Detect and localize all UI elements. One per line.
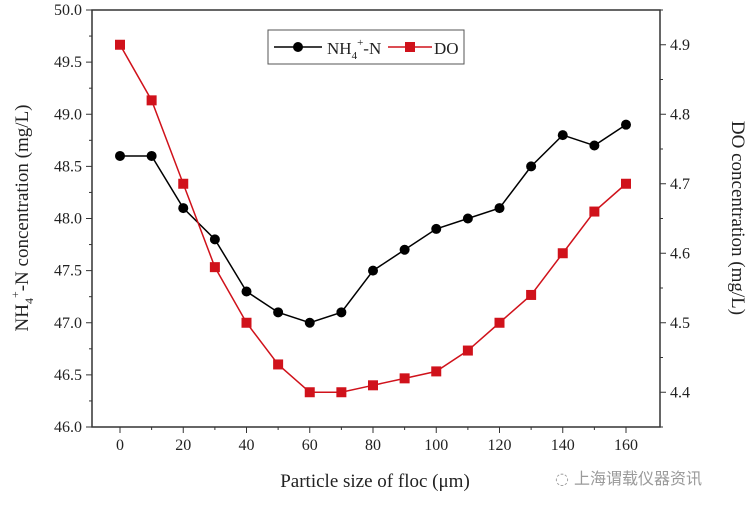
x-tick-label: 40: [239, 437, 255, 454]
do-point: [178, 178, 189, 189]
series-line-nh4: [120, 124, 627, 324]
x-tick-label: 140: [551, 437, 575, 454]
do-point: [368, 380, 378, 391]
nh4-point: [115, 150, 125, 161]
x-tick-label: 0: [116, 437, 124, 454]
legend-marker-nh4: [293, 42, 303, 52]
watermark: ◌ 上海谓载仪器资讯: [555, 469, 703, 488]
nh4-point: [178, 203, 189, 214]
left-y-tick-label: 47.5: [54, 263, 82, 280]
legend: NH4+-N DO: [267, 29, 465, 65]
x-tick-label: 120: [488, 437, 512, 454]
nh4-point: [526, 161, 537, 172]
nh4-point: [304, 317, 315, 328]
do-point: [526, 289, 537, 300]
right-y-tick-label: 4.5: [670, 315, 690, 332]
nh4-point: [431, 223, 442, 234]
x-tick-label: 100: [424, 437, 448, 454]
right-axis-title: DO concentration (mg/L): [727, 121, 748, 315]
right-y-tick-label: 4.9: [670, 37, 690, 54]
legend-marker-do: [405, 42, 415, 52]
left-y-tick-label: 48.0: [54, 211, 82, 228]
right-y-tick-label: 4.7: [670, 176, 690, 193]
do-point: [273, 359, 284, 370]
nh4-point: [494, 203, 505, 214]
left-y-tick-label: 47.0: [54, 315, 82, 332]
x-tick-label: 20: [175, 437, 191, 454]
do-point: [589, 206, 600, 217]
nh4-point: [241, 286, 252, 297]
do-point: [399, 373, 410, 384]
left-y-tick-label: 46.0: [54, 419, 82, 436]
do-point: [462, 345, 473, 356]
nh4-point: [209, 234, 220, 245]
right-y-tick-label: 4.8: [670, 106, 690, 123]
do-point: [146, 95, 157, 106]
x-tick-label: 160: [614, 437, 638, 454]
nh4-point: [589, 140, 600, 151]
left-y-tick-label: 46.5: [54, 367, 82, 384]
do-point: [557, 248, 568, 259]
nh4-point: [399, 244, 410, 255]
do-point: [115, 39, 125, 50]
nh4-point: [368, 265, 378, 276]
do-point: [336, 387, 347, 398]
legend-label-do: DO: [434, 39, 459, 58]
right-y-tick-label: 4.4: [670, 384, 690, 401]
do-point: [304, 387, 315, 398]
left-y-tick-label: 48.5: [54, 158, 82, 175]
series-line-do: [119, 44, 627, 393]
plot-frame: [91, 9, 661, 428]
legend-label-nh4: NH4+-N: [327, 37, 381, 62]
nh4-point: [462, 213, 473, 224]
x-tick-label: 80: [365, 437, 381, 454]
nh4-point: [621, 119, 631, 130]
do-point: [431, 366, 442, 377]
left-axis-title: NH4+-N concentration (mg/L): [8, 105, 36, 332]
nh4-point: [273, 307, 284, 318]
right-y-tick-label: 4.6: [670, 245, 690, 262]
x-axis-title: Particle size of floc (μm): [280, 471, 470, 492]
do-point: [621, 178, 631, 189]
left-y-tick-label: 50.0: [54, 2, 82, 19]
nh4-point: [146, 150, 157, 161]
left-y-tick-label: 49.5: [54, 54, 82, 71]
nh4-point: [336, 307, 347, 318]
do-point: [494, 317, 505, 328]
x-tick-label: 60: [302, 437, 318, 454]
left-y-tick-label: 49.0: [54, 106, 82, 123]
nh4-point: [557, 130, 568, 141]
do-point: [209, 262, 220, 273]
do-point: [241, 317, 252, 328]
